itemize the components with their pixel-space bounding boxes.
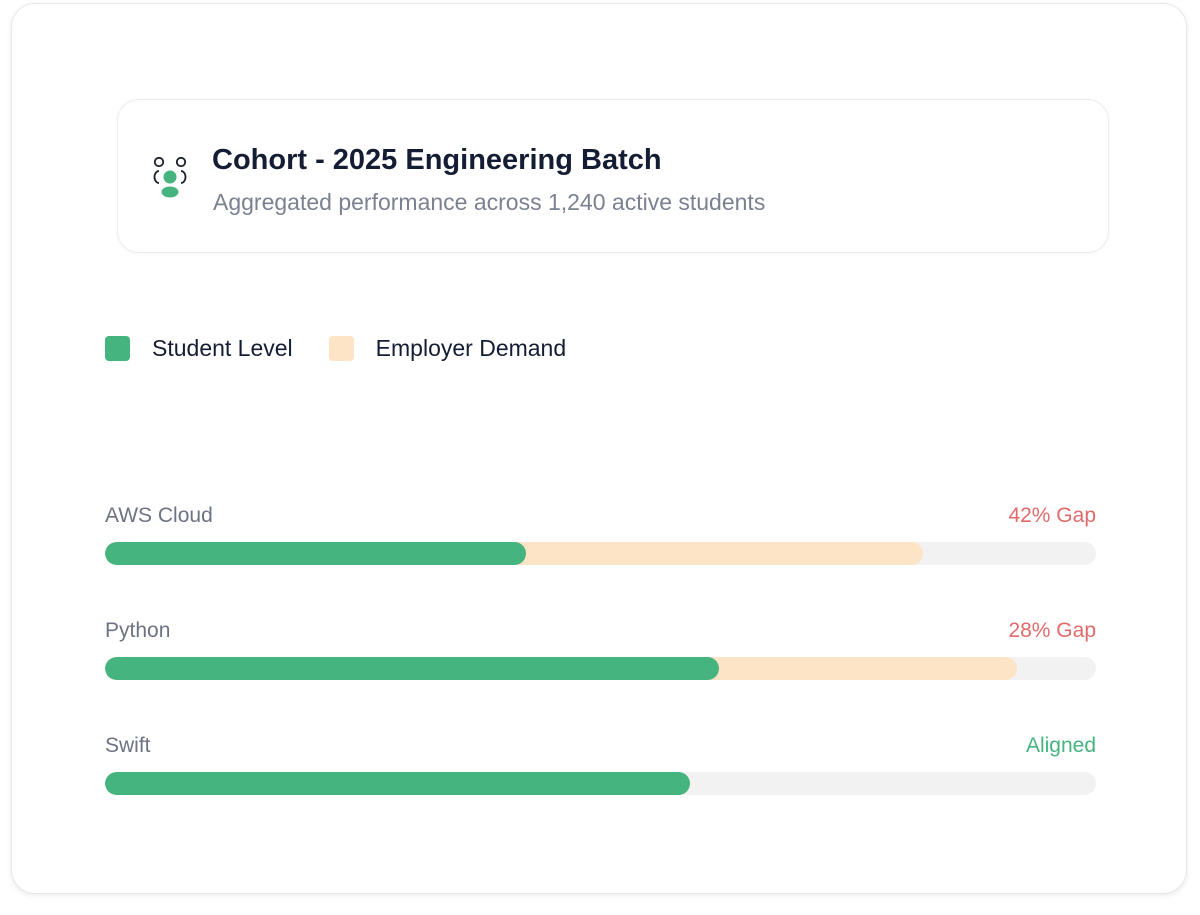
legend-item-student-level: Student Level [105, 335, 293, 362]
legend-swatch-student-level [105, 335, 130, 361]
skill-row-aws-cloud: AWS Cloud 42% Gap [105, 504, 1096, 566]
legend-item-employer-demand: Employer Demand [328, 334, 567, 362]
bar-student-level [105, 772, 690, 795]
skill-name: Swift [105, 734, 151, 757]
bar-track [105, 542, 1096, 565]
cohort-group-icon [153, 156, 187, 198]
cohort-header: Cohort - 2025 Engineering Batch Aggregat… [117, 99, 1109, 253]
chart-legend: Student Level Employer Demand [105, 334, 602, 362]
skill-status-gap: 28% Gap [1008, 619, 1096, 642]
bar-track [105, 657, 1096, 680]
legend-label-employer-demand: Employer Demand [375, 334, 567, 361]
skill-row-python: Python 28% Gap [105, 619, 1096, 681]
legend-swatch-employer-demand [328, 335, 354, 361]
skill-gap-chart: AWS Cloud 42% Gap Python 28% Gap Swift Aligne… [105, 504, 1096, 804]
skill-status-gap: 42% Gap [1008, 504, 1096, 527]
cohort-card: Cohort - 2025 Engineering Batch Aggregat… [11, 3, 1187, 894]
skill-row-swift: Swift Aligned [105, 734, 1096, 796]
skill-status-aligned: Aligned [1025, 734, 1096, 757]
page-title: Cohort - 2025 Engineering Batch [212, 144, 662, 176]
skill-name: AWS Cloud [105, 504, 213, 527]
legend-label-student-level: Student Level [152, 334, 293, 361]
bar-student-level [105, 657, 720, 680]
page-subtitle: Aggregated performance across 1,240 acti… [213, 189, 766, 215]
bar-student-level [105, 542, 527, 565]
skill-name: Python [105, 619, 171, 642]
bar-track [105, 772, 1096, 795]
